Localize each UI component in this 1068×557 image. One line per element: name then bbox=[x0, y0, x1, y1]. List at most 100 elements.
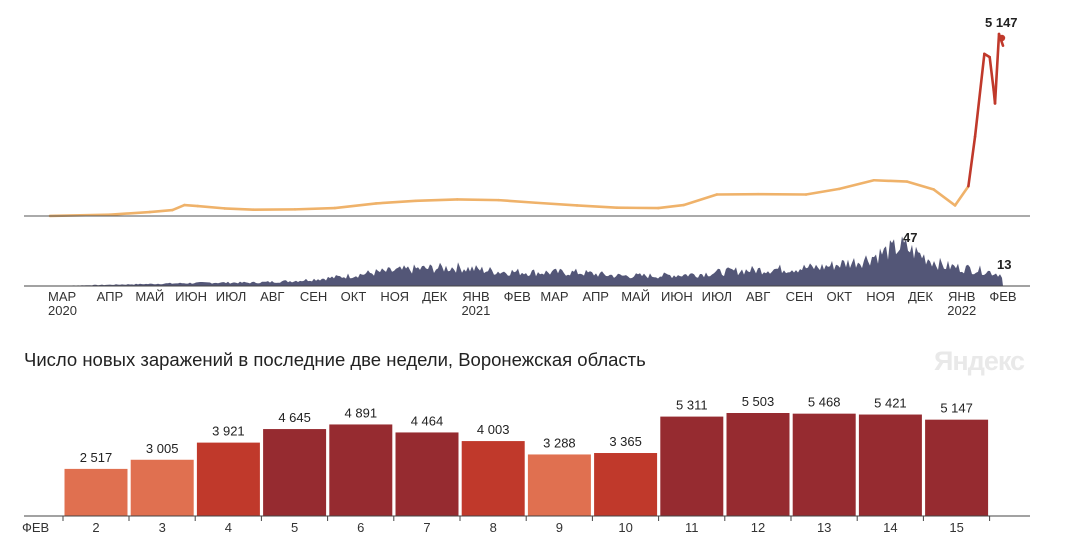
month-tick-label: МАЙ bbox=[135, 289, 164, 304]
bar-day-label: 3 bbox=[159, 520, 166, 535]
month-tick-label: ОКТ bbox=[341, 289, 367, 304]
bar-value-label: 3 005 bbox=[146, 441, 179, 456]
month-tick-label: СЕН bbox=[786, 289, 813, 304]
trend-segment bbox=[932, 188, 957, 207]
month-tick-label: ИЮЛ bbox=[702, 289, 732, 304]
trend-peak-label: 5 147 bbox=[985, 15, 1018, 30]
month-tick-label: ОКТ bbox=[826, 289, 852, 304]
bar-day-label: 12 bbox=[751, 520, 765, 535]
bar-value-label: 5 503 bbox=[742, 394, 775, 409]
month-tick-label: АПР bbox=[97, 289, 124, 304]
year-tick-label: 2020 bbox=[48, 303, 77, 318]
month-tick-label: ЯНВ bbox=[948, 289, 975, 304]
trend-segment bbox=[575, 204, 619, 210]
trend-endpoint-marker bbox=[998, 34, 1006, 42]
trend-segment bbox=[534, 201, 579, 207]
trend-segment bbox=[374, 199, 418, 205]
year-tick-label: 2022 bbox=[947, 303, 976, 318]
trend-segment bbox=[196, 204, 226, 210]
bar bbox=[792, 413, 856, 516]
bar-day-label: 7 bbox=[423, 520, 430, 535]
month-tick-label: ИЮЛ bbox=[216, 289, 246, 304]
bar bbox=[726, 413, 790, 516]
month-tick-label: НОЯ bbox=[866, 289, 895, 304]
year-tick-label: 2021 bbox=[461, 303, 490, 318]
trend-segment bbox=[414, 198, 459, 203]
yandex-logo: Яндекс bbox=[934, 346, 1025, 376]
bar-value-label: 4 891 bbox=[345, 405, 378, 420]
deaths-last-label: 13 bbox=[997, 257, 1011, 272]
bar-value-label: 4 645 bbox=[278, 410, 311, 425]
deaths-peak-label: 47 bbox=[903, 230, 917, 245]
trend-segment bbox=[183, 203, 200, 208]
month-tick-label: АВГ bbox=[260, 289, 284, 304]
bar bbox=[925, 419, 989, 516]
trend-segment bbox=[988, 55, 995, 92]
bar bbox=[594, 453, 658, 516]
bar-value-label: 5 311 bbox=[676, 398, 708, 413]
bar-day-label: 5 bbox=[291, 520, 298, 535]
bar-day-label: 2 bbox=[92, 520, 99, 535]
bar-day-label: 8 bbox=[490, 520, 497, 535]
bar-day-axis: 2 3 4 5 6 7 8 9 10 11 12 13 14 15 bbox=[62, 516, 991, 535]
bar-day-label: 6 bbox=[357, 520, 364, 535]
month-tick-label: ДЕК bbox=[422, 289, 447, 304]
trend-segment bbox=[455, 198, 500, 202]
trend-segment bbox=[973, 52, 986, 138]
month-tick-label: ИЮН bbox=[175, 289, 207, 304]
bar bbox=[858, 414, 922, 516]
bar bbox=[130, 459, 194, 516]
bar-value-label: 5 468 bbox=[808, 395, 841, 410]
bar-value-label: 4 464 bbox=[411, 413, 444, 428]
bar-day-label: 13 bbox=[817, 520, 831, 535]
deaths-series bbox=[50, 236, 1003, 286]
month-axis: МАР АПР МАЙ ИЮН ИЮЛ АВГ СЕН ОКТ НОЯ ДЕК ЯНВ ФЕВ МАР А… bbox=[48, 289, 1017, 318]
bar-value-label: 5 147 bbox=[940, 401, 973, 416]
month-tick-label: ФЕВ bbox=[989, 289, 1016, 304]
trend-series bbox=[48, 32, 1005, 218]
bar-month-label: ФЕВ bbox=[22, 520, 49, 535]
month-tick-label: МАР bbox=[48, 289, 76, 304]
bar bbox=[527, 454, 591, 516]
trend-segment bbox=[804, 187, 841, 196]
trend-segment bbox=[905, 180, 936, 191]
month-tick-label: АПР bbox=[582, 289, 609, 304]
bar bbox=[263, 429, 327, 516]
trend-segment bbox=[993, 32, 1001, 105]
month-tick-label: ИЮН bbox=[661, 289, 693, 304]
bar-day-label: 11 bbox=[685, 520, 699, 535]
bar-chart-title: Число новых заражений в последние две не… bbox=[24, 349, 646, 370]
month-tick-label: СЕН bbox=[300, 289, 327, 304]
bar-value-label: 3 365 bbox=[609, 434, 642, 449]
bar bbox=[64, 468, 128, 516]
trend-segment bbox=[872, 178, 909, 183]
bar bbox=[461, 441, 525, 516]
trend-segment bbox=[148, 208, 174, 214]
bar-value-label: 4 003 bbox=[477, 422, 510, 437]
trend-segment bbox=[953, 184, 970, 207]
bar-value-label: 3 288 bbox=[543, 435, 576, 450]
trend-segment bbox=[682, 193, 719, 207]
trend-segment bbox=[223, 207, 255, 212]
bar-value-label: 5 421 bbox=[874, 396, 907, 411]
bar bbox=[660, 416, 724, 516]
bar-day-label: 9 bbox=[556, 520, 563, 535]
month-tick-label: МАР bbox=[540, 289, 568, 304]
deaths-area bbox=[50, 236, 1003, 286]
month-tick-label: ФЕВ bbox=[504, 289, 531, 304]
bar-value-label: 3 921 bbox=[212, 424, 245, 439]
trend-segment bbox=[293, 206, 337, 211]
trend-segment bbox=[656, 203, 685, 210]
bar bbox=[395, 432, 459, 516]
month-tick-label: МАЙ bbox=[621, 289, 650, 304]
bar-day-label: 4 bbox=[225, 520, 232, 535]
trend-segment bbox=[333, 202, 378, 210]
bar-day-label: 15 bbox=[949, 520, 963, 535]
trend-segment bbox=[967, 135, 977, 188]
bar-series: 2 517 3 005 3 921 4 645 4 891 4 464 4 003 3 288… bbox=[64, 394, 989, 516]
month-tick-label: ЯНВ bbox=[462, 289, 489, 304]
month-tick-label: НОЯ bbox=[380, 289, 409, 304]
bar-day-label: 10 bbox=[618, 520, 632, 535]
trend-chart: 5 147 47 13 МАР АПР МАЙ ИЮН ИЮЛ АВГ СЕН ОКТ НОЯ Д… bbox=[24, 15, 1030, 318]
